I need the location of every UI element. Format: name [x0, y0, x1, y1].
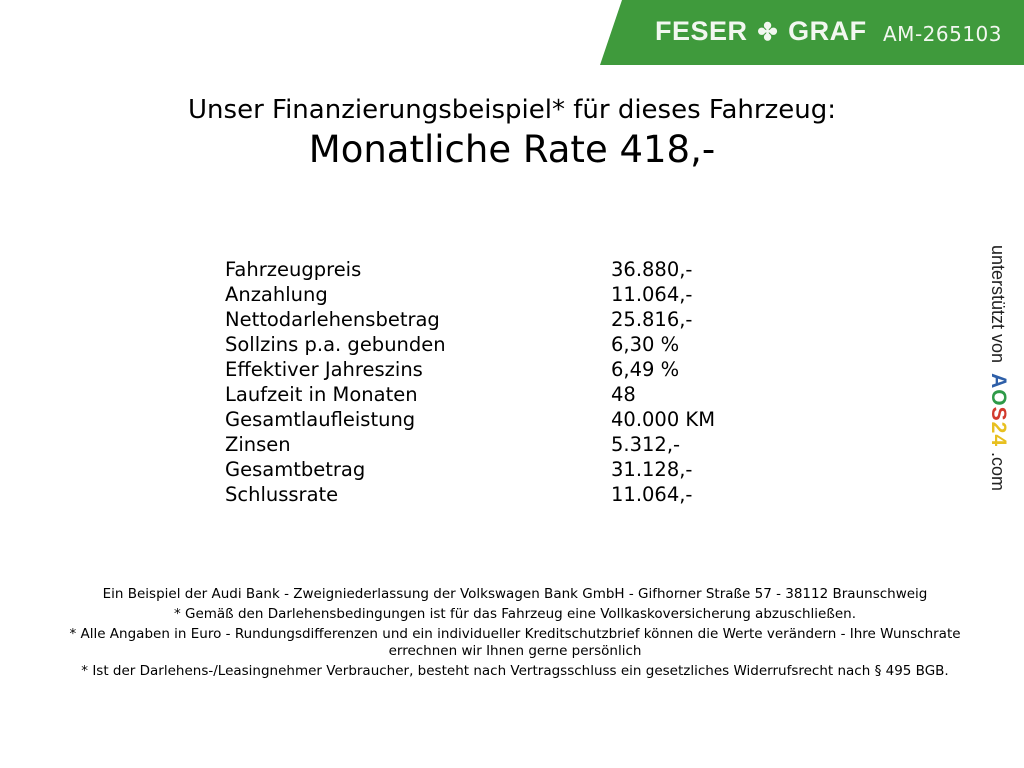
- legal-bank-info: Ein Beispiel der Audi Bank - Zweignieder…: [102, 586, 928, 602]
- detail-value: 5.312,-: [611, 433, 681, 456]
- detail-value: 48: [611, 383, 636, 406]
- detail-label: Fahrzeugpreis: [225, 258, 362, 281]
- detail-label: Gesamtbetrag: [225, 458, 366, 481]
- brand-right: GRAF: [788, 16, 867, 46]
- detail-value: 11.064,-: [611, 283, 693, 306]
- detail-value: 36.880,-: [611, 258, 693, 281]
- detail-value: 11.064,-: [611, 483, 693, 506]
- detail-label: Sollzins p.a. gebunden: [225, 333, 446, 356]
- detail-label: Effektiver Jahreszins: [225, 358, 423, 381]
- aos24-logo-letter: A: [987, 373, 1010, 390]
- detail-row: Gesamtlaufleistung 40.000 KM: [225, 407, 715, 432]
- detail-row: Nettodarlehensbetrag 25.816,-: [225, 307, 715, 332]
- brand-banner: [600, 0, 1024, 65]
- powered-by-suffix: .com: [988, 452, 1008, 492]
- aos24-logo: AOS24: [987, 373, 1010, 447]
- detail-row: Effektiver Jahreszins 6,49 %: [225, 357, 715, 382]
- monthly-rate: Monatliche Rate 418,-: [308, 128, 716, 171]
- detail-row: Schlussrate 11.064,-: [225, 482, 715, 507]
- brand-left: FESER: [655, 16, 748, 46]
- powered-by-text: unterstützt von: [988, 245, 1008, 364]
- brand-logo: FESER ✤ GRAF: [655, 16, 867, 47]
- detail-label: Laufzeit in Monaten: [225, 383, 418, 406]
- detail-row: Fahrzeugpreis 36.880,-: [225, 257, 715, 282]
- aos24-logo-letter: 2: [987, 421, 1010, 435]
- legal-footer: Ein Beispiel der Audi Bank - Zweignieder…: [55, 586, 975, 683]
- aos24-logo-letter: O: [987, 389, 1010, 407]
- detail-label: Nettodarlehensbetrag: [225, 308, 440, 331]
- legal-withdrawal-note: * Ist der Darlehens-/Leasingnehmer Verbr…: [81, 663, 949, 679]
- financing-details: Fahrzeugpreis 36.880,- Anzahlung 11.064,- …: [225, 257, 715, 507]
- legal-currency-note: * Alle Angaben in Euro - Rundungsdiffere…: [69, 626, 961, 659]
- detail-row: Sollzins p.a. gebunden 6,30 %: [225, 332, 715, 357]
- detail-row: Laufzeit in Monaten 48: [225, 382, 715, 407]
- detail-label: Anzahlung: [225, 283, 328, 306]
- detail-value: 40.000 KM: [611, 408, 716, 431]
- financing-heading: Unser Finanzierungsbeispiel* für dieses …: [188, 95, 836, 125]
- legal-insurance-note: * Gemäß den Darlehensbedingungen ist für…: [173, 606, 857, 622]
- detail-row: Anzahlung 11.064,-: [225, 282, 715, 307]
- detail-value: 25.816,-: [611, 308, 693, 331]
- detail-row: Zinsen 5.312,-: [225, 432, 715, 457]
- powered-by: unterstützt von AOS24 .com: [986, 245, 1010, 491]
- aos24-logo-letter: S: [987, 406, 1010, 422]
- vehicle-code: AM-265103: [883, 22, 1003, 46]
- detail-label: Zinsen: [225, 433, 291, 456]
- detail-value: 6,49 %: [611, 358, 680, 381]
- detail-row: Gesamtbetrag 31.128,-: [225, 457, 715, 482]
- detail-value: 31.128,-: [611, 458, 693, 481]
- aos24-logo-letter: 4: [987, 434, 1010, 447]
- detail-label: Schlussrate: [225, 483, 339, 506]
- detail-value: 6,30 %: [611, 333, 680, 356]
- detail-label: Gesamtlaufleistung: [225, 408, 416, 431]
- clover-icon: ✤: [757, 19, 779, 46]
